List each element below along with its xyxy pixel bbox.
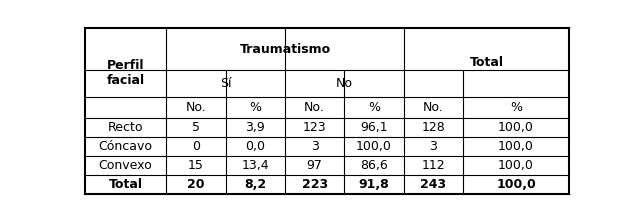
Text: No.: No.: [186, 101, 206, 114]
Text: 112: 112: [422, 159, 445, 172]
Text: 0,0: 0,0: [245, 140, 265, 153]
Text: Perfil
facial: Perfil facial: [107, 59, 145, 87]
Text: 223: 223: [302, 178, 328, 191]
Text: No.: No.: [423, 101, 443, 114]
Text: No.: No.: [304, 101, 325, 114]
Text: 3,9: 3,9: [246, 121, 265, 134]
Text: %: %: [249, 101, 262, 114]
Text: 100,0: 100,0: [498, 121, 534, 134]
Text: 91,8: 91,8: [359, 178, 389, 191]
Text: 123: 123: [303, 121, 327, 134]
Text: 128: 128: [422, 121, 445, 134]
Text: 20: 20: [187, 178, 205, 191]
Text: 100,0: 100,0: [496, 178, 536, 191]
Text: 100,0: 100,0: [498, 159, 534, 172]
Text: No: No: [336, 77, 353, 90]
Text: Cóncavo: Cóncavo: [98, 140, 152, 153]
Text: 0: 0: [192, 140, 200, 153]
Text: 86,6: 86,6: [360, 159, 388, 172]
Text: Total: Total: [108, 178, 142, 191]
Text: 100,0: 100,0: [356, 140, 392, 153]
Text: Recto: Recto: [108, 121, 144, 134]
Text: 100,0: 100,0: [498, 140, 534, 153]
Text: 15: 15: [188, 159, 204, 172]
Text: 97: 97: [307, 159, 323, 172]
Text: Total: Total: [470, 56, 503, 69]
Text: %: %: [368, 101, 380, 114]
Text: 96,1: 96,1: [360, 121, 388, 134]
Text: 5: 5: [192, 121, 200, 134]
Text: 8,2: 8,2: [244, 178, 266, 191]
Text: 3: 3: [311, 140, 318, 153]
Text: Sí: Sí: [220, 77, 232, 90]
Text: %: %: [510, 101, 522, 114]
Text: 13,4: 13,4: [241, 159, 269, 172]
Text: 243: 243: [420, 178, 447, 191]
Text: Traumatismo: Traumatismo: [239, 43, 330, 56]
Text: 3: 3: [429, 140, 437, 153]
Text: Convexo: Convexo: [99, 159, 152, 172]
